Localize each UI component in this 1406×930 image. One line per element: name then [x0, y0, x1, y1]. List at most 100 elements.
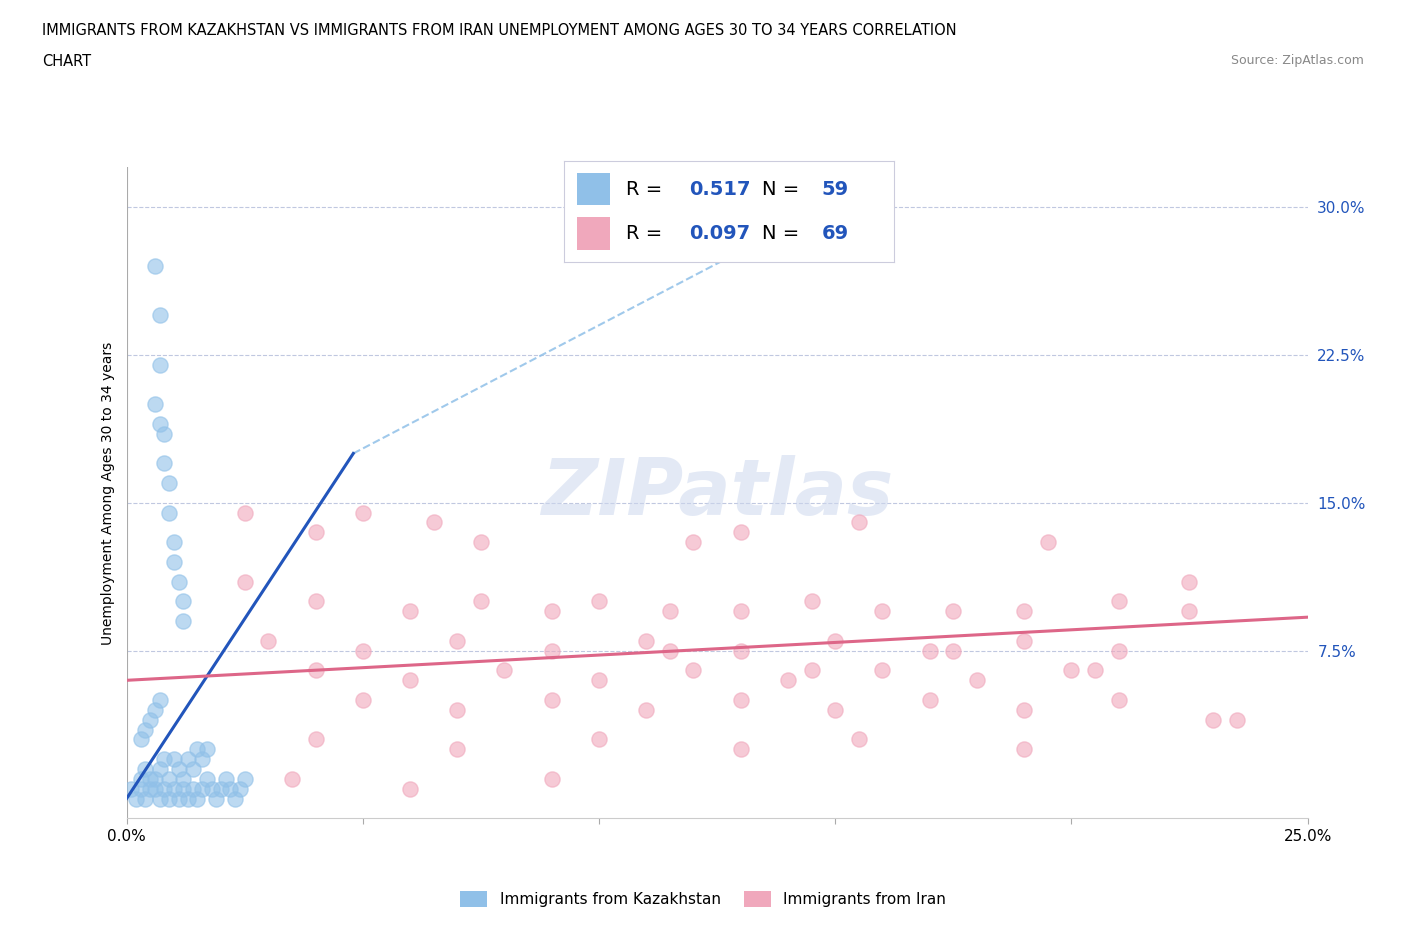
Point	[588, 732, 610, 747]
Point	[399, 673, 422, 688]
Point	[149, 762, 172, 777]
Bar	[576, 218, 610, 249]
Point	[422, 515, 444, 530]
Point	[470, 594, 492, 609]
Point	[215, 772, 238, 787]
Text: Source: ZipAtlas.com: Source: ZipAtlas.com	[1230, 54, 1364, 67]
Point	[1084, 663, 1107, 678]
Point	[125, 791, 148, 806]
Text: ZIPatlas: ZIPatlas	[541, 455, 893, 531]
Text: N =: N =	[762, 179, 799, 199]
Point	[233, 574, 256, 589]
Point	[281, 772, 304, 787]
Point	[205, 791, 228, 806]
Point	[540, 772, 562, 787]
Point	[304, 594, 326, 609]
Point	[730, 693, 752, 708]
Point	[446, 633, 468, 648]
Point	[149, 791, 172, 806]
Point	[257, 633, 280, 648]
Point	[636, 633, 658, 648]
Point	[191, 751, 214, 766]
Point	[446, 742, 468, 757]
Point	[129, 732, 152, 747]
Point	[177, 791, 200, 806]
Point	[776, 673, 799, 688]
Point	[304, 732, 326, 747]
Point	[163, 751, 186, 766]
Bar	[576, 173, 610, 206]
Point	[233, 772, 256, 787]
Point	[167, 574, 190, 589]
Point	[224, 791, 246, 806]
Point	[172, 594, 194, 609]
Point	[153, 751, 176, 766]
Point	[200, 781, 222, 796]
Point	[163, 554, 186, 569]
Point	[730, 644, 752, 658]
Point	[304, 525, 326, 539]
Point	[730, 604, 752, 618]
Point	[1108, 693, 1130, 708]
Point	[195, 742, 218, 757]
Text: CHART: CHART	[42, 54, 91, 69]
Point	[139, 712, 162, 727]
Point	[1012, 604, 1035, 618]
Point	[1108, 644, 1130, 658]
Point	[134, 762, 156, 777]
Point	[143, 397, 166, 412]
Point	[399, 781, 422, 796]
Point	[588, 594, 610, 609]
Point	[872, 663, 894, 678]
Point	[153, 456, 176, 471]
Point	[149, 417, 172, 432]
Point	[181, 781, 204, 796]
Point	[186, 742, 208, 757]
Point	[918, 693, 941, 708]
Text: 0.097: 0.097	[689, 224, 751, 243]
Point	[120, 781, 142, 796]
Point	[181, 762, 204, 777]
Point	[1012, 702, 1035, 717]
Point	[143, 702, 166, 717]
Point	[177, 751, 200, 766]
Point	[848, 732, 870, 747]
Point	[1036, 535, 1059, 550]
Text: N =: N =	[762, 224, 799, 243]
Point	[730, 525, 752, 539]
Point	[157, 475, 180, 490]
Y-axis label: Unemployment Among Ages 30 to 34 years: Unemployment Among Ages 30 to 34 years	[101, 341, 115, 644]
Point	[636, 702, 658, 717]
Point	[153, 781, 176, 796]
Point	[942, 644, 965, 658]
Point	[800, 594, 823, 609]
Point	[143, 772, 166, 787]
Point	[1178, 604, 1201, 618]
Text: 59: 59	[821, 179, 849, 199]
Text: R =: R =	[626, 179, 662, 199]
Point	[157, 505, 180, 520]
Point	[1108, 594, 1130, 609]
Point	[163, 535, 186, 550]
Point	[942, 604, 965, 618]
Point	[352, 505, 374, 520]
Point	[824, 702, 846, 717]
Point	[1060, 663, 1083, 678]
Point	[134, 723, 156, 737]
Point	[157, 791, 180, 806]
Point	[229, 781, 252, 796]
Point	[191, 781, 214, 796]
Point	[153, 426, 176, 441]
Point	[658, 604, 681, 618]
Point	[134, 791, 156, 806]
Text: R =: R =	[626, 224, 662, 243]
Point	[682, 535, 704, 550]
Point	[186, 791, 208, 806]
Point	[149, 693, 172, 708]
Point	[233, 505, 256, 520]
Point	[167, 791, 190, 806]
Text: IMMIGRANTS FROM KAZAKHSTAN VS IMMIGRANTS FROM IRAN UNEMPLOYMENT AMONG AGES 30 TO: IMMIGRANTS FROM KAZAKHSTAN VS IMMIGRANTS…	[42, 23, 957, 38]
Point	[848, 515, 870, 530]
Point	[139, 772, 162, 787]
Point	[129, 781, 152, 796]
